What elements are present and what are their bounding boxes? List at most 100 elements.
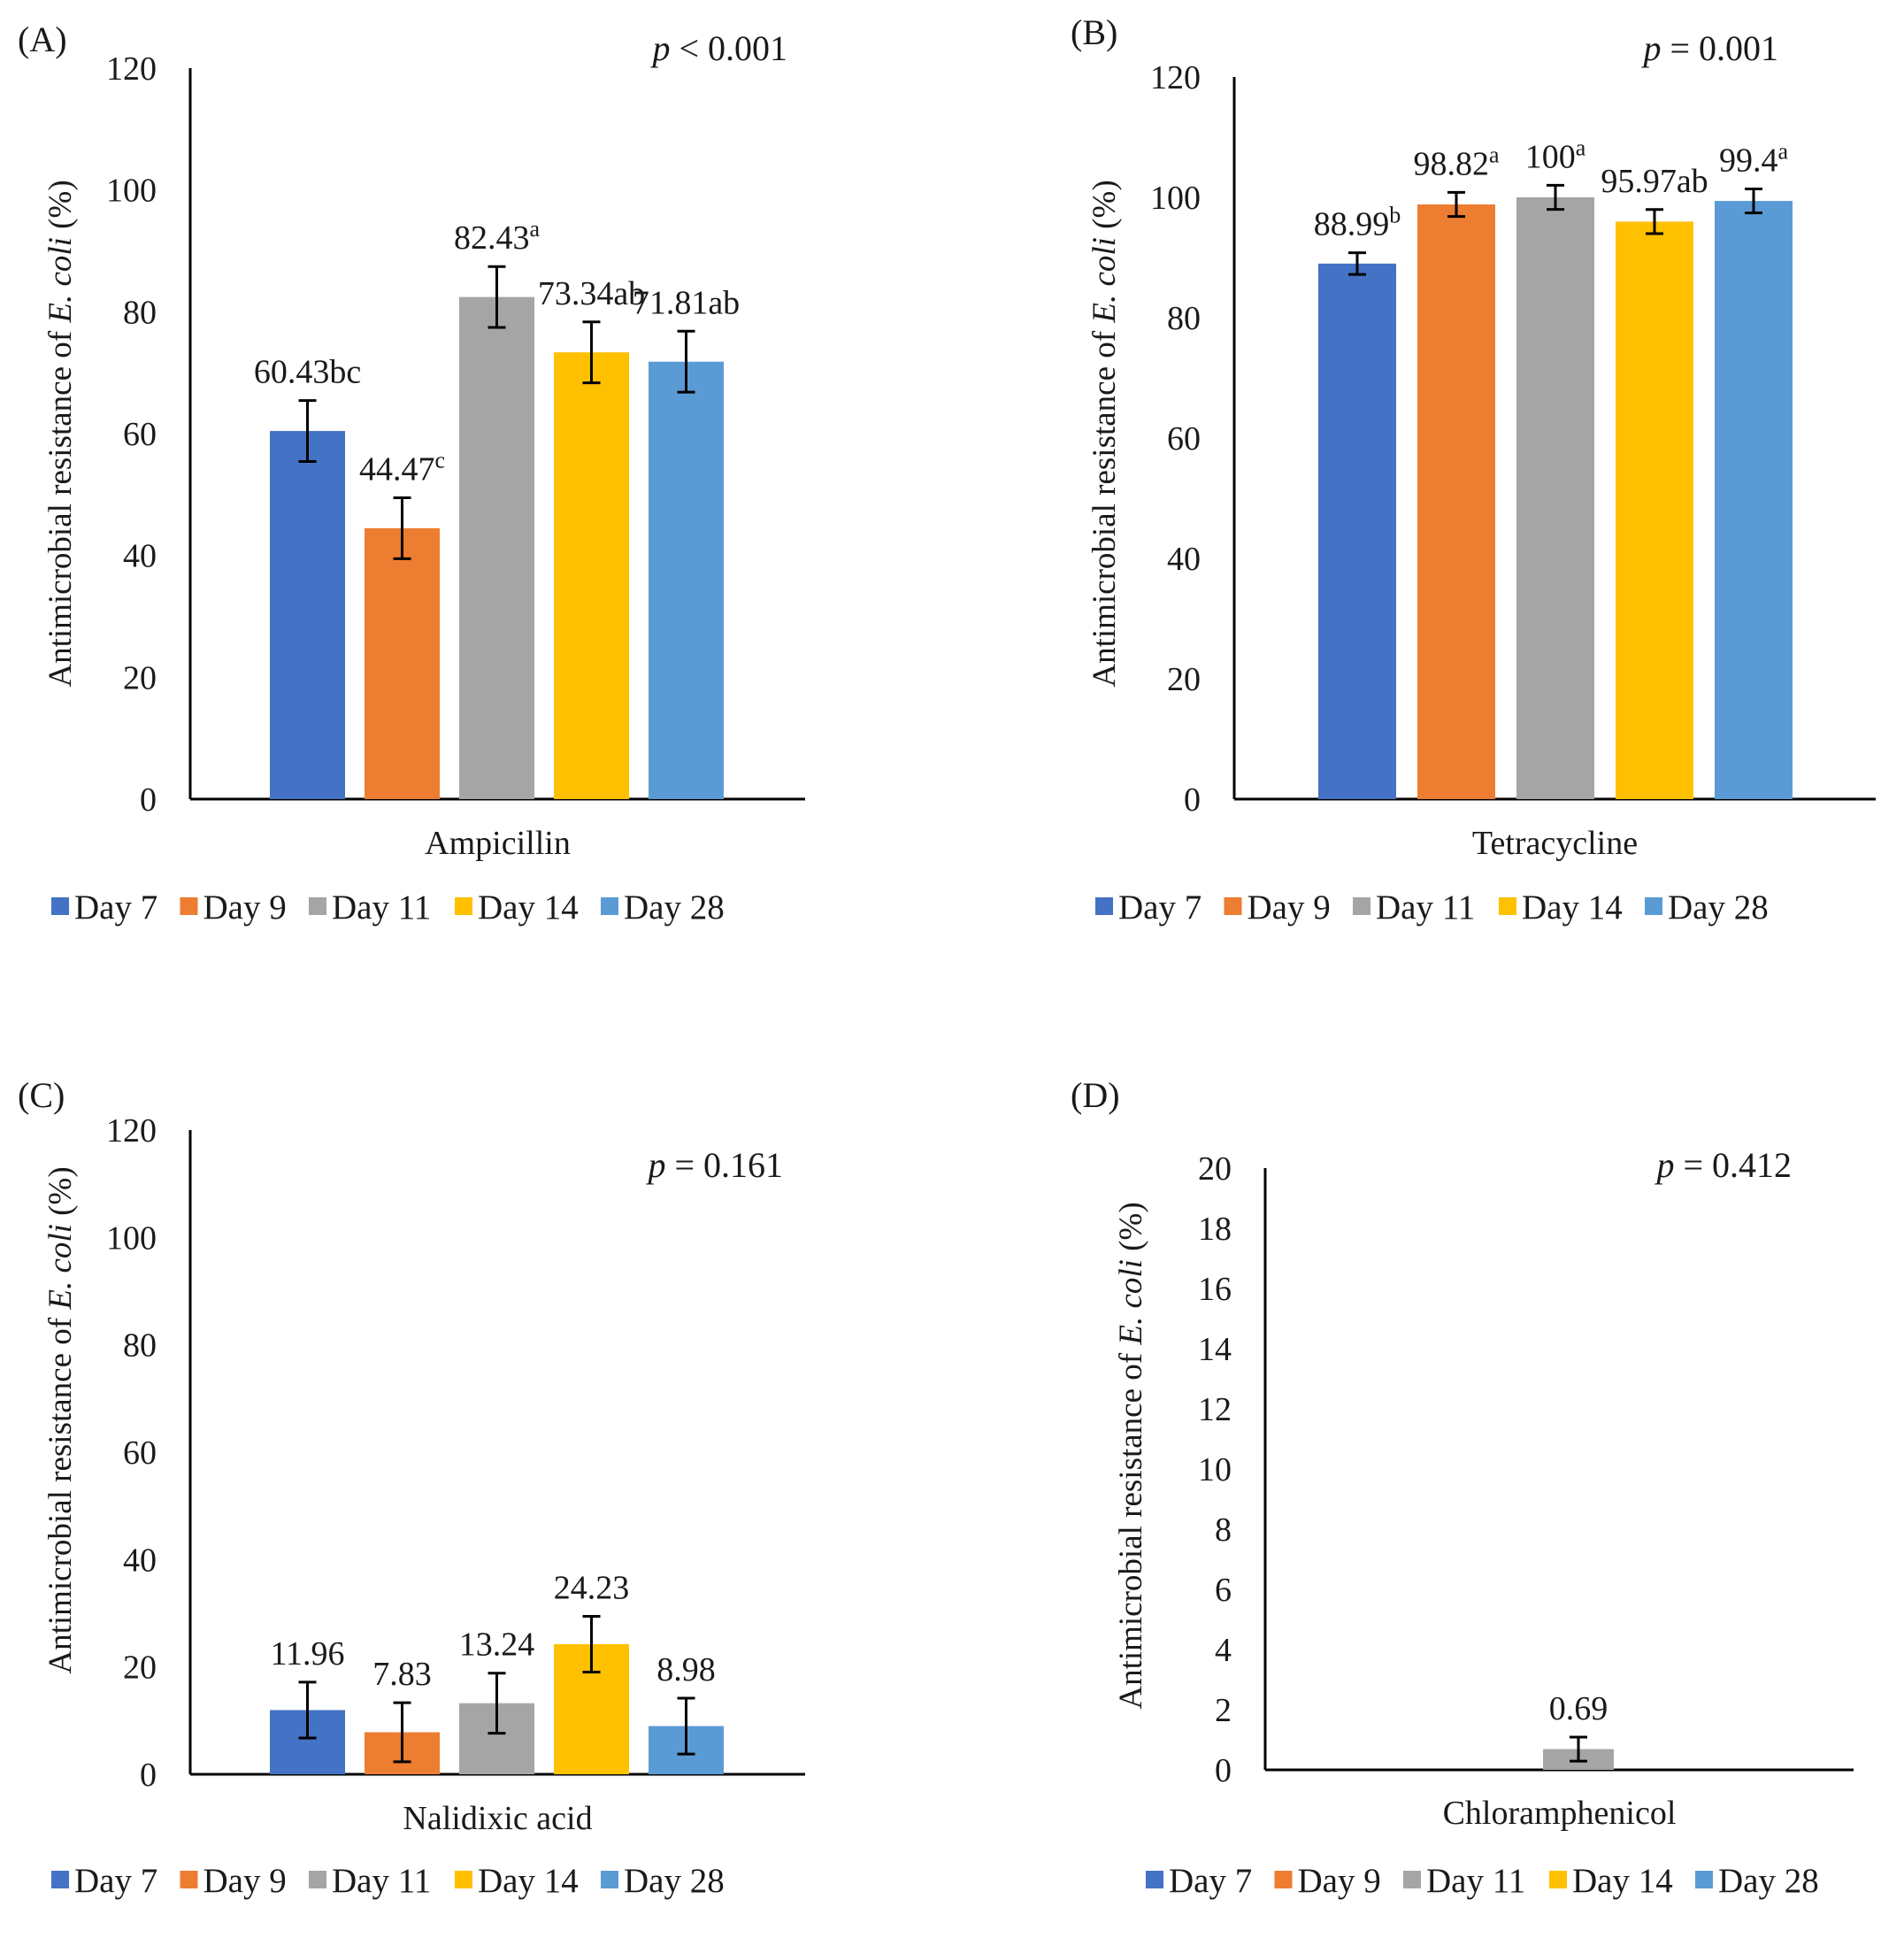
legend-item-day-14: Day 14 <box>455 1862 579 1900</box>
data-label: 44.47c <box>359 447 445 488</box>
y-tick-label: 20 <box>1167 661 1201 698</box>
bar-day-9 <box>1417 204 1495 800</box>
legend-swatch <box>1224 897 1242 915</box>
legend-label: Day 7 <box>1118 888 1202 927</box>
y-tick-label: 8 <box>1215 1511 1232 1549</box>
error-bar <box>1570 1735 1587 1763</box>
y-tick-label: 18 <box>1198 1211 1232 1248</box>
y-tick-label: 20 <box>123 659 157 696</box>
legend-swatch <box>455 897 472 915</box>
error-bar <box>1447 190 1465 219</box>
legend-swatch <box>1645 897 1662 915</box>
legend-label: Day 14 <box>1522 888 1623 927</box>
legend-swatch <box>309 1871 326 1888</box>
y-tick-label: 120 <box>1150 59 1201 96</box>
y-tick-label: 0 <box>1184 781 1201 819</box>
legend-label: Day 28 <box>624 1862 725 1900</box>
y-tick-label: 80 <box>123 1327 157 1365</box>
data-label: 88.99b <box>1314 203 1401 243</box>
data-label: 7.83 <box>372 1656 432 1693</box>
x-category-label: Ampicillin <box>425 825 571 862</box>
bar-day-11 <box>1516 197 1594 799</box>
legend-swatch <box>1146 1871 1163 1888</box>
bar-day-14 <box>554 352 629 799</box>
legend-label: Day 11 <box>1376 888 1475 927</box>
bar-day-9 <box>365 527 440 799</box>
error-bar <box>582 1614 601 1674</box>
legend-item-day-9: Day 9 <box>180 1862 287 1900</box>
legend-item-day-11: Day 11 <box>309 1862 431 1900</box>
legend-swatch <box>601 897 618 915</box>
legend-swatch <box>1095 897 1113 915</box>
y-tick-label: 120 <box>106 1112 157 1150</box>
y-tick-label: 6 <box>1215 1572 1232 1609</box>
legend-label: Day 14 <box>478 1862 579 1900</box>
legend-item-day-11: Day 11 <box>1353 888 1475 927</box>
y-tick-label: 4 <box>1215 1632 1232 1669</box>
legend-item-day-28: Day 28 <box>1695 1862 1819 1900</box>
error-bar <box>677 1696 695 1756</box>
data-label: 71.81ab <box>633 284 740 321</box>
y-axis-title: Antimicrobial resistance of E. coli (%) <box>42 180 79 687</box>
legend-label: Day 11 <box>332 1862 431 1900</box>
p-value-label: p < 0.001 <box>649 28 787 68</box>
y-tick-label: 2 <box>1215 1692 1232 1729</box>
panel-label: (D) <box>1071 1075 1120 1115</box>
p-value-label: p = 0.412 <box>1654 1145 1792 1185</box>
error-bar <box>298 1680 317 1740</box>
legend-item-day-9: Day 9 <box>1224 888 1331 927</box>
x-category-label: Chloramphenicol <box>1443 1795 1677 1832</box>
legend-item-day-7: Day 7 <box>51 888 157 927</box>
chart-panel-b: (B) p = 0.001 Antimicrobial resistance of … <box>1053 0 1902 969</box>
chart-svg-c: (C) p = 0.161 Antimicrobial resistance of … <box>18 1075 805 1900</box>
data-label: 8.98 <box>656 1651 716 1688</box>
y-tick-label: 0 <box>1215 1752 1232 1789</box>
legend-item-day-14: Day 14 <box>455 888 579 927</box>
legend-item-day-7: Day 7 <box>51 1862 157 1900</box>
y-tick-label: 40 <box>123 538 157 575</box>
p-value-label: p = 0.161 <box>645 1145 783 1185</box>
legend-item-day-28: Day 28 <box>601 888 725 927</box>
y-tick-label: 14 <box>1198 1331 1232 1368</box>
y-tick-label: 60 <box>123 1434 157 1472</box>
error-bar <box>1547 183 1564 211</box>
x-category-label: Nalidixic acid <box>403 1800 592 1837</box>
y-tick-label: 100 <box>106 1219 157 1257</box>
legend-label: Day 9 <box>1298 1862 1381 1900</box>
error-bar <box>488 265 506 329</box>
y-tick-label: 80 <box>123 294 157 331</box>
data-label: 11.96 <box>270 1635 344 1673</box>
legend-swatch <box>455 1871 472 1888</box>
error-bar <box>582 320 601 385</box>
error-bar <box>393 1701 411 1764</box>
panel-label: (C) <box>18 1075 65 1115</box>
legend-swatch <box>1403 1871 1421 1888</box>
y-axis-title: Antimicrobial resistance of E. coli (%) <box>1113 1202 1149 1709</box>
y-tick-label: 100 <box>106 173 157 210</box>
legend-item-day-9: Day 9 <box>180 888 287 927</box>
legend-label: Day 7 <box>1169 1862 1252 1900</box>
legend-label: Day 9 <box>203 1862 287 1900</box>
legend-item-day-14: Day 14 <box>1549 1862 1673 1900</box>
legend-label: Day 28 <box>1668 888 1769 927</box>
y-axis-title: Antimicrobial resistance of E. coli (%) <box>42 1166 79 1673</box>
y-tick-label: 0 <box>140 781 157 819</box>
y-tick-label: 16 <box>1198 1271 1232 1308</box>
legend-label: Day 7 <box>74 888 157 927</box>
data-label: 0.69 <box>1549 1690 1608 1727</box>
y-tick-label: 12 <box>1198 1391 1232 1428</box>
bar-day-28 <box>649 361 724 799</box>
y-tick-label: 80 <box>1167 300 1201 337</box>
legend-swatch <box>601 1871 618 1888</box>
legend-swatch <box>1549 1871 1567 1888</box>
chart-panel-d: (D) p = 0.412 Antimicrobial resistance of … <box>1053 1057 1902 1938</box>
chart-panel-a: (A) p < 0.001 Antimicrobial resistance of … <box>0 0 849 969</box>
data-label: 100a <box>1525 135 1586 175</box>
bar-day-11 <box>459 296 534 800</box>
data-label: 13.24 <box>459 1627 535 1664</box>
chart-svg-b: (B) p = 0.001 Antimicrobial resistance of … <box>1071 12 1876 927</box>
error-bar <box>677 329 695 394</box>
legend-swatch <box>309 897 326 915</box>
y-tick-label: 10 <box>1198 1451 1232 1488</box>
error-bar <box>1348 251 1366 276</box>
